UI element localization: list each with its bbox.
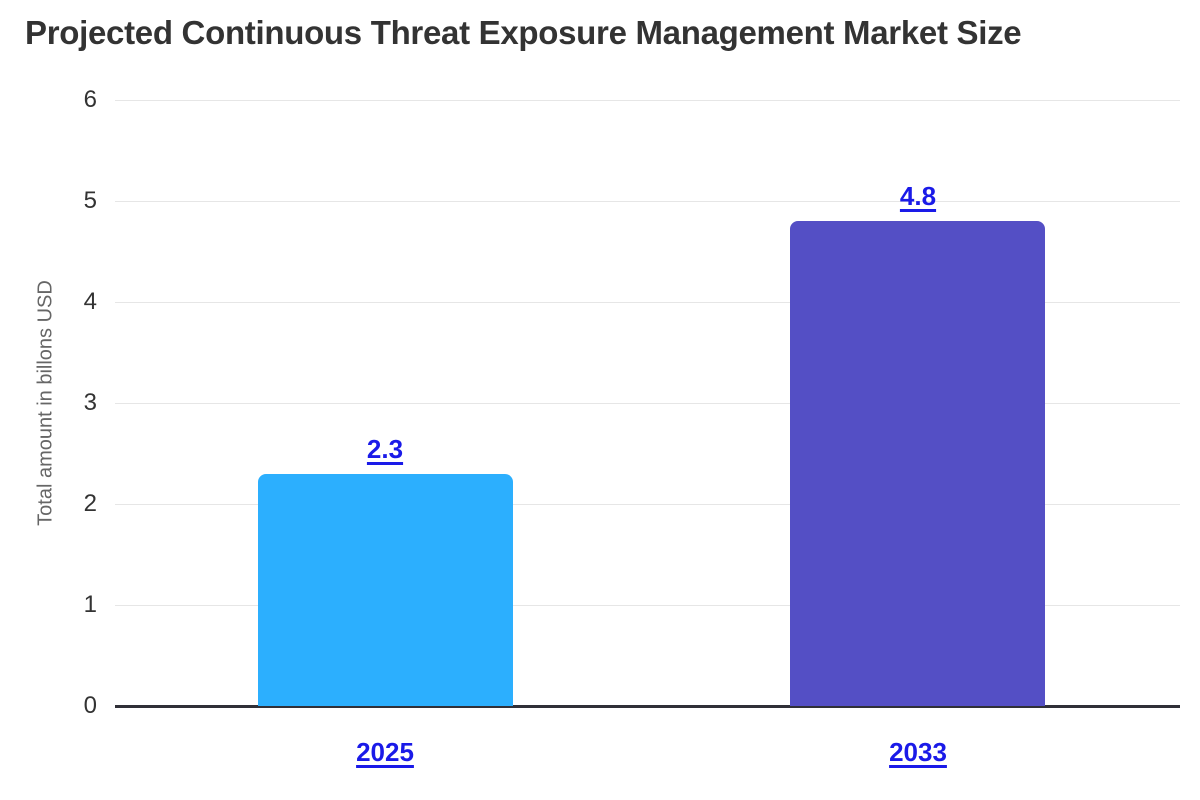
x-category-label[interactable]: 2033 — [889, 737, 947, 767]
y-gridline — [115, 100, 1180, 101]
y-tick-label: 5 — [83, 187, 97, 214]
y-tick-label: 6 — [83, 86, 97, 113]
chart-title: Projected Continuous Threat Exposure Man… — [25, 14, 1022, 51]
y-gridline — [115, 605, 1180, 606]
y-tick-label: 4 — [83, 288, 97, 315]
y-gridline — [115, 504, 1180, 505]
x-category-label[interactable]: 2025 — [356, 737, 414, 767]
y-tick-label: 2 — [83, 490, 97, 517]
y-tick-label: 0 — [83, 692, 97, 719]
x-axis-line — [115, 705, 1180, 708]
bar-value-label[interactable]: 2.3 — [366, 434, 404, 464]
bar[interactable] — [258, 474, 513, 706]
bar[interactable] — [790, 221, 1045, 706]
y-gridline — [115, 403, 1180, 404]
y-gridline — [115, 302, 1180, 303]
y-tick-label: 1 — [83, 591, 97, 618]
bar-value-label[interactable]: 4.8 — [899, 181, 937, 211]
y-gridline — [115, 201, 1180, 202]
y-tick-label: 3 — [83, 389, 97, 416]
